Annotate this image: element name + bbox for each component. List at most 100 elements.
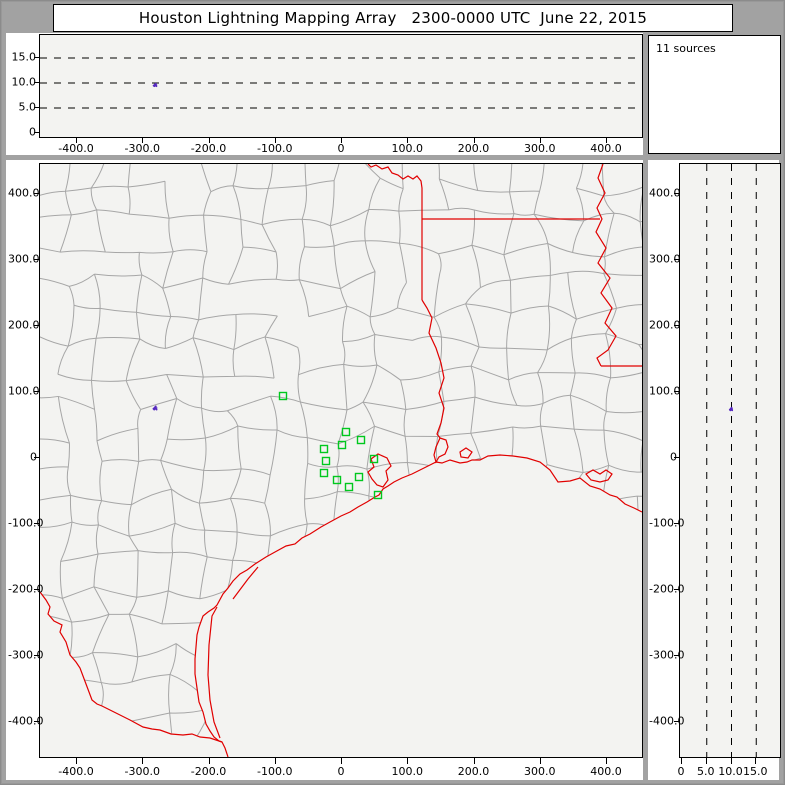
ns-tick-label: -300.0 bbox=[649, 648, 685, 662]
ns-tick-mark bbox=[674, 259, 680, 260]
ns-tick-mark bbox=[34, 391, 40, 392]
ew-tick-mark bbox=[142, 758, 144, 764]
altitude-ns-panel: 400.0 300.0 200.0 100.0 0 -100.0 -200.0 -300.0 -… bbox=[648, 160, 781, 780]
station-marker bbox=[332, 475, 342, 485]
ns-tick-label: 100.0 bbox=[649, 384, 681, 398]
altitude-ew-plot-area[interactable] bbox=[39, 34, 643, 138]
vermilion-bay-outline bbox=[585, 469, 613, 483]
galveston-bay-outline bbox=[367, 453, 392, 488]
ns-tick-mark bbox=[34, 457, 40, 458]
station-marker bbox=[278, 391, 288, 401]
ns-tick-mark bbox=[674, 325, 680, 326]
alt-tick-label: 10.0 bbox=[11, 75, 37, 89]
ns-tick-label: -400.0 bbox=[649, 714, 685, 728]
ns-tick-label: -200.0 bbox=[649, 582, 685, 596]
alt-tick-mark bbox=[34, 57, 40, 58]
lightning-source-dot bbox=[730, 406, 733, 409]
ew-tick-label: 0 bbox=[337, 142, 345, 155]
lightning-source-dot bbox=[154, 405, 157, 408]
ew-tick-label: -200.0 bbox=[190, 765, 227, 778]
ew-tick-label: 0 bbox=[337, 765, 345, 778]
window-title-bar: Houston Lightning Mapping Array 2300-000… bbox=[53, 4, 733, 32]
alt-tick-mark bbox=[681, 758, 682, 764]
ns-tick-label: -100.0 bbox=[8, 516, 44, 530]
ew-tick-label: 200.0 bbox=[457, 765, 490, 778]
ns-tick-label: 100.0 bbox=[8, 384, 40, 398]
ew-tick-mark bbox=[274, 137, 276, 143]
ew-tick-label: 100.0 bbox=[391, 765, 424, 778]
alt-tick-label: 0 bbox=[677, 765, 685, 778]
lightning-source-dot bbox=[154, 407, 157, 409]
ew-tick-label: -100.0 bbox=[257, 765, 293, 778]
gulf-coast-line bbox=[194, 454, 642, 757]
ns-tick-mark bbox=[674, 523, 680, 524]
sources-count-box: 11 sources bbox=[648, 35, 781, 154]
ew-tick-label: -200.0 bbox=[190, 142, 227, 155]
station-marker bbox=[319, 444, 329, 454]
ew-tick-mark bbox=[341, 137, 342, 143]
ew-tick-mark bbox=[473, 758, 475, 764]
ns-tick-label: -200.0 bbox=[8, 582, 44, 596]
ew-tick-label: 300.0 bbox=[524, 765, 556, 778]
ns-tick-label: -100.0 bbox=[649, 516, 685, 530]
ew-tick-label: -300.0 bbox=[124, 142, 160, 155]
ew-tick-mark bbox=[274, 758, 276, 764]
station-marker bbox=[373, 490, 383, 500]
ns-tick-mark bbox=[34, 523, 40, 524]
lightning-source-dot bbox=[152, 407, 155, 410]
station-marker bbox=[341, 427, 351, 437]
rio-grande-line bbox=[40, 591, 223, 743]
ns-tick-label: 200.0 bbox=[8, 318, 40, 332]
station-marker bbox=[354, 472, 364, 482]
lightning-source-dot bbox=[155, 408, 158, 411]
ew-tick-label: -400.0 bbox=[58, 142, 94, 155]
alt-tick-mark bbox=[705, 758, 707, 764]
ew-tick-mark bbox=[76, 758, 77, 764]
station-marker bbox=[337, 440, 347, 450]
ew-tick-mark bbox=[407, 137, 409, 143]
ns-tick-mark bbox=[674, 655, 680, 656]
ew-tick-mark bbox=[539, 758, 541, 764]
altitude-ns-plot-area[interactable] bbox=[679, 163, 781, 758]
plan-view-plot-area[interactable] bbox=[39, 163, 643, 758]
lightning-source-dot bbox=[730, 408, 733, 410]
altitude-ew-chart bbox=[40, 57, 642, 109]
ns-tick-mark bbox=[34, 325, 40, 326]
ns-tick-label: 0 bbox=[8, 452, 37, 463]
red-river-and-tx-ar-line bbox=[367, 164, 423, 300]
ew-tick-mark bbox=[473, 137, 475, 143]
ew-tick-mark bbox=[606, 758, 607, 764]
alt-tick-label: 15.0 bbox=[11, 50, 37, 64]
alt-tick-label: 5.0 bbox=[18, 100, 37, 114]
ew-tick-label: 200.0 bbox=[457, 142, 490, 155]
ns-tick-mark bbox=[34, 655, 40, 656]
calcasieu-lake-outline bbox=[459, 447, 473, 459]
alt-tick-mark bbox=[34, 82, 40, 83]
ew-tick-label: -400.0 bbox=[58, 765, 94, 778]
station-marker bbox=[369, 454, 379, 464]
ns-tick-mark bbox=[34, 193, 40, 194]
ns-tick-label: 400.0 bbox=[8, 186, 40, 200]
alt-tick-mark bbox=[34, 107, 40, 108]
alt-tick-label: 10.0 bbox=[718, 765, 743, 778]
lma-stations-layer bbox=[278, 391, 383, 500]
altitude-ew-panel: 15.0 10.0 5.0 0 -400.0 -300.0 -200.0 -100.0 0 100… bbox=[6, 33, 643, 155]
ew-tick-label: -100.0 bbox=[257, 142, 293, 155]
ns-tick-label: -300.0 bbox=[8, 648, 44, 662]
ew-tick-label: -300.0 bbox=[124, 765, 160, 778]
alt-tick-label: 0 bbox=[29, 125, 36, 139]
plan-view-map bbox=[40, 164, 642, 757]
sources-count-label: 11 sources bbox=[656, 42, 716, 55]
sabine-river-line bbox=[421, 299, 445, 439]
ns-tick-mark bbox=[674, 589, 680, 590]
ns-tick-label: -400.0 bbox=[8, 714, 44, 728]
ns-tick-label: 300.0 bbox=[649, 252, 681, 266]
ns-tick-mark bbox=[674, 193, 680, 194]
ew-tick-label: 400.0 bbox=[590, 142, 622, 155]
ns-tick-mark bbox=[34, 721, 40, 722]
station-marker bbox=[344, 482, 354, 492]
state-borders-layer bbox=[40, 164, 642, 757]
ns-tick-mark bbox=[674, 457, 680, 458]
ew-tick-mark bbox=[208, 137, 210, 143]
